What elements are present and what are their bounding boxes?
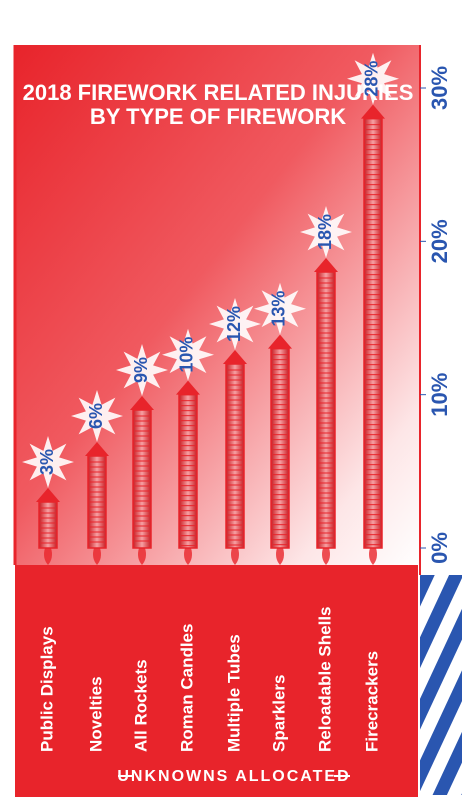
rocket-tip (130, 396, 154, 410)
trail (93, 548, 101, 565)
label-burst (116, 344, 168, 396)
y-tick-label: 30% (427, 66, 452, 110)
value-label: 18% (315, 214, 335, 250)
label-burst (22, 436, 74, 488)
trail (322, 548, 330, 565)
value-label: 13% (269, 291, 289, 327)
trail (44, 548, 52, 565)
value-label: 9% (131, 357, 151, 383)
label-burst (71, 390, 123, 442)
trail (138, 548, 146, 565)
y-tick-label: 10% (427, 373, 452, 417)
label-burst (347, 52, 399, 105)
trail (276, 548, 284, 565)
rocket-tip (36, 488, 60, 502)
value-label: 28% (362, 61, 382, 97)
rocket-tip (361, 104, 385, 119)
value-label: 10% (177, 337, 197, 373)
chart-title: BY TYPE OF FIREWORK (90, 104, 346, 129)
label-burst (162, 328, 214, 381)
category-panel (15, 565, 418, 797)
x-tick-label: Novelties (86, 676, 105, 752)
rocket-tip (85, 442, 109, 456)
label-burst (254, 282, 306, 335)
trail (184, 548, 192, 565)
label-burst (300, 206, 352, 258)
rocket-tip (268, 334, 292, 349)
value-label: 6% (86, 403, 106, 429)
x-tick-label: Multiple Tubes (224, 634, 243, 752)
x-tick-label: All Rockets (131, 659, 150, 752)
trail (369, 548, 377, 565)
x-tick-label: Public Displays (37, 626, 56, 752)
rocket-tip (176, 380, 200, 395)
bar (178, 393, 198, 549)
bar (270, 347, 290, 549)
y-tick-label: 20% (427, 219, 452, 263)
label-burst (209, 298, 261, 350)
annotation: UNKNOWNS ALLOCATED (117, 768, 350, 785)
rocket-tip (223, 350, 247, 364)
stripes (420, 575, 462, 795)
x-tick-label: Sparklers (269, 675, 288, 753)
chart-title: 2018 FIREWORK RELATED INJURIES (23, 80, 414, 105)
x-tick-label: Roman Candles (177, 624, 196, 752)
x-tick-label: Firecrackers (362, 651, 381, 752)
value-label: 3% (37, 449, 57, 475)
y-tick-label: 0% (427, 532, 452, 564)
trail (231, 548, 239, 565)
bar (38, 501, 58, 549)
x-tick-label: Reloadable Shells (315, 607, 334, 753)
bar (363, 117, 383, 549)
value-label: 12% (224, 306, 244, 342)
plot-background (15, 45, 420, 565)
rocket-tip (314, 258, 338, 272)
